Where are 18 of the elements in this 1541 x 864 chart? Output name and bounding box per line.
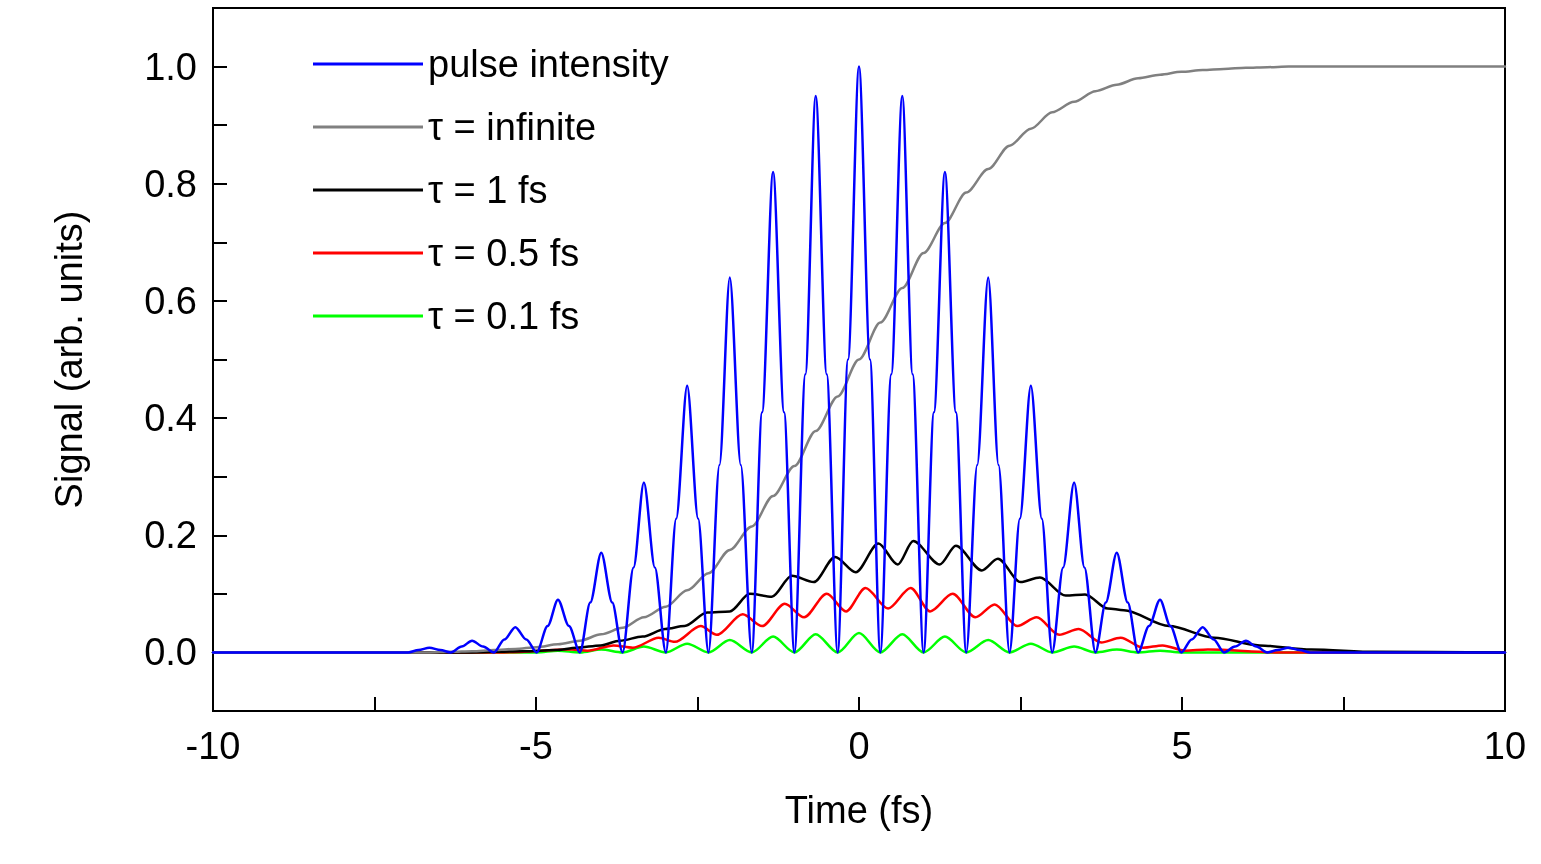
legend-label: τ = 1 fs bbox=[428, 169, 548, 211]
y-tick-label: 0.2 bbox=[144, 514, 197, 557]
y-tick-label: 0.0 bbox=[144, 631, 197, 674]
legend-label: τ = 0.1 fs bbox=[428, 295, 580, 337]
x-axis-title: Time (fs) bbox=[784, 789, 934, 831]
legend-label: τ = infinite bbox=[428, 106, 597, 148]
y-tick-label: 0.4 bbox=[144, 397, 197, 440]
x-tick-label: -10 bbox=[185, 725, 241, 767]
y-tick-label: 0.8 bbox=[144, 162, 197, 205]
x-tick-label: 5 bbox=[1171, 725, 1193, 767]
y-tick-label: 0.6 bbox=[144, 279, 197, 322]
y-tick-label: 1.0 bbox=[144, 45, 197, 88]
x-tick-label: -5 bbox=[519, 725, 553, 767]
legend-label: τ = 0.5 fs bbox=[428, 232, 580, 274]
legend-label: pulse intensity bbox=[428, 43, 669, 85]
x-tick-label: 0 bbox=[848, 725, 870, 767]
y-axis-title: Signal (arb. units) bbox=[48, 210, 90, 509]
x-tick-label: 10 bbox=[1483, 725, 1527, 767]
